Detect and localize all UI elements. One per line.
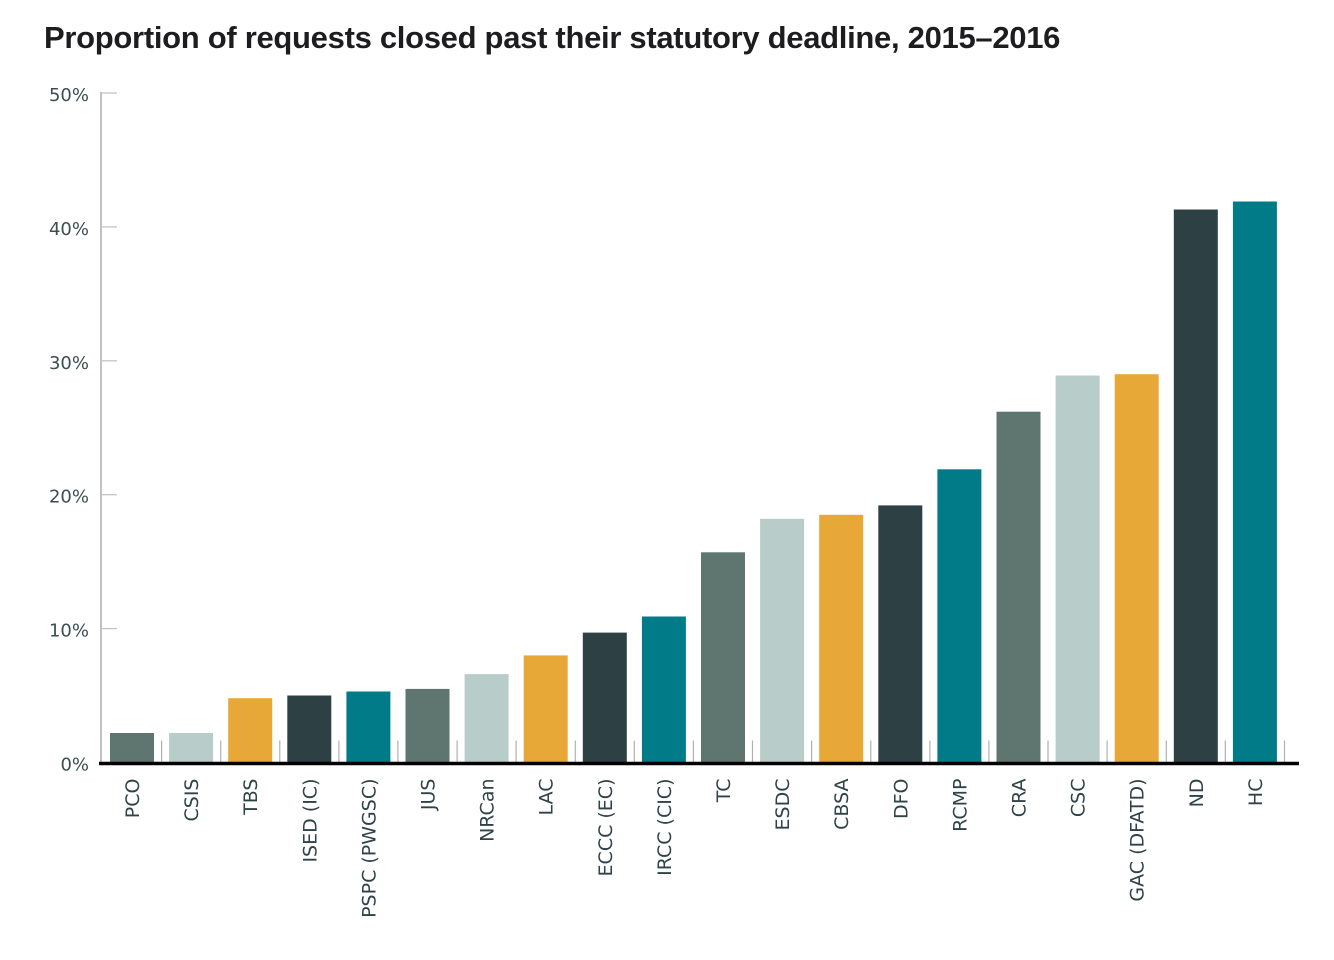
bar-gac-dfatd xyxy=(1114,374,1159,763)
bar-tbs xyxy=(228,698,273,763)
x-tick-label: HC xyxy=(1245,779,1267,807)
x-tick-label: LAC xyxy=(536,779,558,816)
chart-title: Proportion of requests closed past their… xyxy=(44,20,1061,55)
x-tick-label: ISED (IC) xyxy=(299,779,321,863)
y-axis: 0% 10% 20% 30% 40% 50% xyxy=(49,85,117,776)
bar-lac xyxy=(523,655,568,763)
bar-cbsa xyxy=(819,514,864,763)
bar-pco xyxy=(110,733,154,763)
bar-dfo xyxy=(878,505,923,763)
x-tick-label: CBSA xyxy=(831,779,853,830)
x-axis: PCO CSIS TBS ISED (IC) PSPC (PWGSC) JUS NRCan L… xyxy=(99,740,1299,918)
bar-hc xyxy=(1232,201,1277,763)
x-tick-label: CSIS xyxy=(181,779,203,822)
x-tick-label: TBS xyxy=(240,779,262,816)
y-tick-label: 20% xyxy=(49,487,89,508)
bar-rcmp xyxy=(937,469,982,763)
bars xyxy=(110,201,1277,763)
bar-jus xyxy=(405,688,450,763)
bar-esdc xyxy=(760,518,805,763)
x-tick-label: IRCC (CIC) xyxy=(654,779,676,876)
bar-nrcan xyxy=(464,674,509,763)
x-tick-label: CRA xyxy=(1009,779,1031,818)
x-tick-label: PCO xyxy=(122,779,144,819)
bar-tc xyxy=(701,552,745,763)
bar-csis xyxy=(169,733,214,763)
bar-csc xyxy=(1055,375,1100,763)
bar-pspc-pwgsc xyxy=(346,691,391,763)
bar-cra xyxy=(996,411,1041,763)
y-tick-label: 40% xyxy=(49,219,89,240)
y-tick-label: 10% xyxy=(49,621,89,642)
x-tick-label: RCMP xyxy=(949,779,971,832)
x-tick-label: ECCC (EC) xyxy=(595,779,617,877)
bar-nd xyxy=(1173,209,1218,763)
x-tick-label: NRCan xyxy=(477,779,499,842)
x-tick-label: CSC xyxy=(1068,779,1090,818)
x-tick-label: DFO xyxy=(890,779,912,820)
y-tick-label: 0% xyxy=(60,755,89,776)
x-tick-label: GAC (DFATD) xyxy=(1127,779,1149,902)
bar-ised-ic xyxy=(287,695,332,763)
y-tick-label: 30% xyxy=(49,353,89,374)
x-tick-label: PSPC (PWGSC) xyxy=(358,779,380,918)
x-tick-label: JUS xyxy=(418,779,440,812)
bar-ircc-cic xyxy=(641,616,686,763)
x-tick-label: ESDC xyxy=(772,779,794,831)
bar-eccc-ec xyxy=(582,632,627,763)
x-tick-label: ND xyxy=(1186,779,1208,808)
y-tick-label: 50% xyxy=(49,85,89,106)
x-tick-label: TC xyxy=(713,779,735,804)
